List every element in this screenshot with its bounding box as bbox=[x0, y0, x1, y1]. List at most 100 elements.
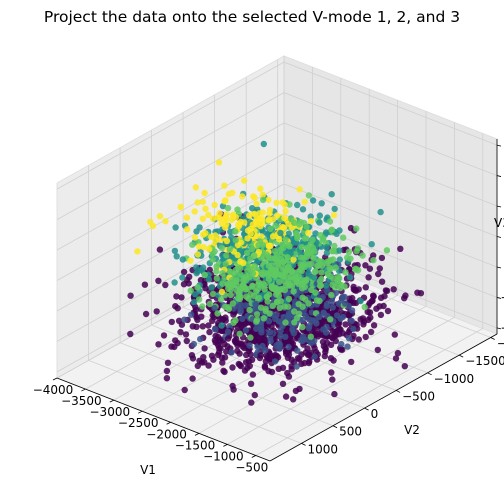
scatter-point bbox=[322, 329, 330, 336]
scatter-point bbox=[348, 307, 356, 314]
scatter-point bbox=[195, 296, 203, 303]
scatter-point bbox=[348, 358, 355, 366]
scatter-point bbox=[258, 233, 265, 240]
scatter-point bbox=[271, 285, 278, 292]
scatter-point bbox=[224, 204, 232, 212]
scatter-point bbox=[236, 330, 243, 337]
scatter-point bbox=[328, 226, 336, 233]
scatter-point bbox=[189, 375, 196, 382]
scatter-point bbox=[336, 331, 343, 338]
scatter-point bbox=[249, 205, 256, 212]
scatter-point bbox=[208, 284, 215, 291]
scatter-point bbox=[306, 322, 313, 329]
scatter-point bbox=[284, 254, 291, 261]
y-tick-mark bbox=[395, 390, 401, 393]
scatter-point bbox=[279, 223, 286, 231]
scatter-point bbox=[392, 355, 400, 362]
scatter-point bbox=[329, 304, 336, 311]
y-tick-label: −1500 bbox=[465, 354, 504, 368]
scatter-point bbox=[177, 203, 184, 211]
z-tick-mark bbox=[496, 266, 502, 269]
scatter-point bbox=[384, 307, 392, 315]
scatter-point bbox=[253, 318, 260, 325]
x-tick-mark bbox=[194, 432, 200, 436]
chart-title: Project the data onto the selected V-mod… bbox=[43, 8, 461, 26]
scatter-point bbox=[299, 333, 307, 340]
scatter-point bbox=[216, 236, 223, 243]
scatter-point bbox=[375, 270, 382, 278]
z-tick-mark bbox=[496, 144, 502, 147]
scatter-point bbox=[328, 369, 335, 376]
y-gridline bbox=[119, 147, 334, 427]
scatter-point bbox=[242, 273, 250, 280]
scatter-point bbox=[290, 288, 297, 295]
scatter-point bbox=[303, 223, 310, 231]
y-axis-label: V2 bbox=[404, 423, 420, 437]
y-tick-label: 0 bbox=[371, 407, 379, 421]
scatter-point bbox=[282, 208, 289, 215]
scatter-point bbox=[383, 247, 391, 254]
scatter-point bbox=[305, 229, 312, 236]
scatter-point bbox=[285, 343, 292, 351]
scatter-point bbox=[269, 302, 276, 309]
scatter-point bbox=[265, 318, 273, 325]
x-tick-mark bbox=[166, 421, 171, 425]
scatter-point bbox=[353, 225, 360, 232]
x-axis-line bbox=[56, 377, 271, 462]
scatter-point bbox=[219, 280, 226, 287]
scatter-point bbox=[297, 254, 305, 261]
scatter-point bbox=[205, 246, 213, 253]
scatter-point bbox=[259, 196, 267, 204]
scatter-point bbox=[251, 211, 258, 218]
scatter-point bbox=[313, 297, 321, 304]
scatter-point bbox=[357, 297, 364, 305]
scatter-point bbox=[365, 316, 372, 324]
scatter-point bbox=[252, 300, 260, 308]
scatter-point bbox=[285, 373, 293, 380]
scatter-point bbox=[201, 271, 208, 279]
scatter-point bbox=[352, 266, 359, 273]
scatter-point bbox=[281, 303, 288, 310]
scatter-point bbox=[288, 366, 295, 373]
scatter-point bbox=[194, 316, 201, 323]
scatter-point bbox=[242, 327, 250, 334]
y-tick-label: 500 bbox=[339, 425, 362, 439]
scatter-point bbox=[248, 399, 255, 406]
scatter-point bbox=[202, 205, 209, 212]
scatter-point bbox=[218, 288, 226, 296]
scatter-point bbox=[304, 244, 311, 251]
x-axis-label: V1 bbox=[140, 463, 156, 477]
scatter-point bbox=[265, 196, 272, 204]
scatter-point bbox=[199, 303, 206, 310]
scatter-point bbox=[214, 214, 221, 221]
scatter-point bbox=[294, 234, 301, 242]
scatter-point bbox=[319, 338, 327, 346]
scatter-point bbox=[323, 323, 330, 331]
scatter-point bbox=[193, 270, 200, 277]
scatter-point bbox=[232, 317, 239, 324]
scatter-point bbox=[212, 326, 219, 333]
scatter-point bbox=[284, 354, 292, 361]
scatter-point bbox=[218, 322, 225, 329]
scatter-point bbox=[350, 325, 357, 333]
scatter-point bbox=[220, 367, 227, 374]
scatter-point bbox=[345, 248, 353, 255]
z-tick-mark bbox=[496, 205, 502, 208]
scatter-point bbox=[249, 371, 257, 378]
scatter-point bbox=[223, 237, 231, 245]
z-gridline bbox=[56, 92, 498, 220]
scatter-point bbox=[168, 318, 175, 326]
scatter-point bbox=[246, 306, 253, 314]
scatter-point bbox=[181, 386, 188, 394]
scatter-point bbox=[273, 199, 280, 206]
scatter-point bbox=[201, 345, 208, 352]
x-gridline bbox=[142, 89, 370, 412]
scatter-point bbox=[310, 254, 317, 262]
scatter-point bbox=[282, 333, 289, 340]
scatter-point bbox=[312, 230, 319, 237]
scatter-point bbox=[248, 245, 256, 253]
scatter-point bbox=[266, 210, 273, 217]
scatter-point bbox=[328, 291, 335, 299]
scatter-point bbox=[294, 201, 301, 209]
